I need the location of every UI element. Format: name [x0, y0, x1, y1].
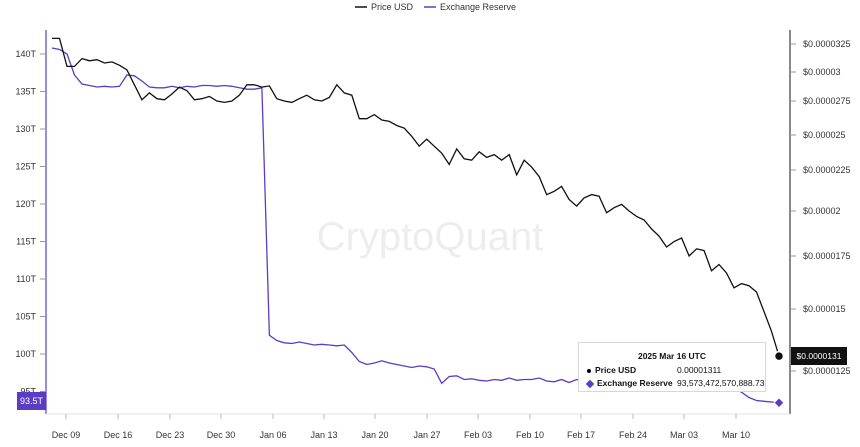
x-tick-label: Feb 03 — [464, 430, 492, 440]
x-tick-label: Dec 16 — [104, 430, 133, 440]
left-tick-label: 130T — [15, 124, 36, 134]
legend-price-label[interactable]: Price USD — [371, 2, 414, 12]
series-line-price-usd[interactable] — [52, 37, 780, 357]
right-value-badge-text: $0.0000131 — [797, 351, 842, 361]
right-axis-ticks: $0.0000325 $0.00003 $0.0000275 $0.000025 $0.… — [790, 39, 851, 376]
tooltip-reserve-row: Exchange Reserve 93,573,472,570,888.73 — [585, 377, 764, 389]
x-tick-label: Dec 09 — [52, 430, 81, 440]
left-tick-label: 125T — [15, 162, 36, 172]
watermark: CryptoQuant — [317, 215, 544, 259]
x-tick-label: Dec 23 — [156, 430, 185, 440]
price-dot-icon — [587, 368, 591, 373]
left-tick-label: 120T — [15, 199, 36, 209]
x-axis-ticks: Dec 09 Dec 16 Dec 23 Dec 30 Jan 06 Jan 13 Jan … — [52, 414, 750, 440]
left-axis-ticks: 140T 135T 130T 125T 120T 115T 110T 105T 100T 95T — [15, 49, 46, 397]
x-tick-label: Jan 20 — [361, 430, 388, 440]
left-tick-label: 115T — [16, 237, 36, 247]
left-tick-label: 135T — [15, 87, 36, 97]
right-value-badge: $0.0000131 — [791, 347, 847, 365]
x-tick-label: Jan 13 — [310, 430, 337, 440]
left-tick-label: 100T — [15, 349, 36, 359]
left-tick-label: 105T — [15, 312, 36, 322]
reserve-diamond-icon — [585, 379, 595, 388]
legend: Price USD Exchange Reserve — [355, 2, 516, 12]
tooltip-date: 2025 Mar 16 UTC — [637, 351, 707, 361]
x-tick-label: Feb 17 — [567, 430, 595, 440]
left-value-badge-text: 93.5T — [20, 396, 44, 406]
right-tick-label: $0.0000325 — [803, 39, 851, 49]
tooltip-price-label: Price USD — [595, 365, 637, 375]
x-tick-label: Jan 06 — [259, 430, 286, 440]
tooltip-reserve-value: 93,573,472,570,888.73 — [677, 378, 765, 388]
right-tick-label: $0.0000225 — [803, 165, 851, 175]
legend-reserve-label[interactable]: Exchange Reserve — [440, 2, 516, 12]
x-tick-label: Jan 27 — [413, 430, 440, 440]
reserve-hover-marker — [773, 397, 785, 409]
right-tick-label: $0.000015 — [803, 304, 846, 314]
tooltip: 2025 Mar 16 UTC Price USD 0.00001311 Exc… — [578, 342, 766, 392]
tooltip-reserve-label: Exchange Reserve — [597, 378, 673, 388]
left-tick-label: 110T — [16, 274, 36, 284]
right-tick-label: $0.000025 — [803, 130, 846, 140]
left-value-badge: 93.5T — [17, 392, 46, 410]
right-tick-label: $0.00003 — [803, 67, 841, 77]
right-tick-label: $0.0000275 — [803, 96, 851, 106]
x-tick-label: Feb 10 — [516, 430, 544, 440]
x-tick-label: Feb 24 — [619, 430, 647, 440]
left-tick-label: 95T — [20, 387, 36, 397]
left-tick-label: 140T — [15, 49, 36, 59]
x-tick-label: Mar 10 — [722, 430, 750, 440]
tooltip-price-row: Price USD 0.00001311 — [587, 364, 757, 376]
price-hover-marker — [773, 350, 785, 362]
right-tick-label: $0.0000175 — [803, 251, 851, 261]
x-tick-label: Mar 03 — [670, 430, 698, 440]
right-tick-label: $0.0000125 — [803, 366, 851, 376]
right-tick-label: $0.00002 — [803, 206, 841, 216]
x-tick-label: Dec 30 — [207, 430, 236, 440]
tooltip-price-value: 0.00001311 — [677, 365, 722, 375]
